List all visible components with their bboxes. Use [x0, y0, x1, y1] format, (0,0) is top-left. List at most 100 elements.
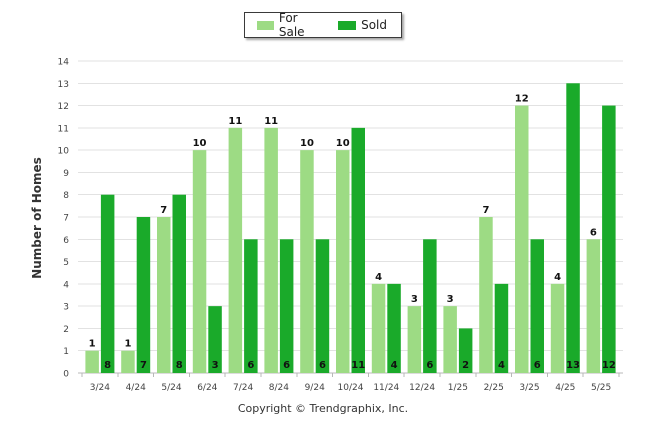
x-tick-label: 2/25 — [484, 383, 504, 393]
x-tick-label: 10/24 — [338, 383, 364, 393]
data-label-for-sale: 7 — [160, 205, 167, 216]
data-label-sold: 6 — [319, 360, 326, 371]
data-label-for-sale: 1 — [124, 339, 131, 350]
data-label-for-sale: 10 — [193, 138, 207, 149]
data-label-sold: 4 — [498, 360, 505, 371]
data-label-sold: 13 — [566, 360, 580, 371]
bar-for-sale — [371, 283, 386, 373]
legend-item-for-sale[interactable]: For Sale — [257, 11, 324, 39]
x-tick-label: 1/25 — [448, 383, 468, 393]
data-label-sold: 6 — [247, 360, 254, 371]
y-tick-label: 12 — [58, 102, 69, 112]
bar-for-sale — [157, 217, 171, 373]
x-tick-label: 11/24 — [373, 383, 399, 393]
x-tick-label: 8/24 — [269, 383, 289, 393]
data-label-for-sale: 3 — [447, 294, 454, 305]
x-tick-label: 3/24 — [90, 383, 110, 393]
bar-sold — [244, 239, 258, 373]
data-label-for-sale: 7 — [482, 205, 489, 216]
bar-for-sale — [192, 150, 207, 373]
bar-for-sale — [407, 306, 422, 373]
bar-for-sale — [336, 150, 350, 373]
y-tick-label: 9 — [63, 169, 69, 179]
bar-sold — [279, 239, 294, 373]
data-label-sold: 3 — [212, 360, 219, 371]
x-tick-label: 9/24 — [305, 383, 325, 393]
data-label-for-sale: 1 — [89, 339, 96, 350]
data-label-sold: 6 — [426, 360, 433, 371]
legend-swatch-sold — [338, 20, 357, 30]
data-label-sold: 8 — [176, 360, 183, 371]
bar-sold — [315, 239, 330, 373]
bar-for-sale — [479, 217, 493, 373]
legend-item-sold[interactable]: Sold — [338, 18, 387, 32]
data-label-for-sale: 4 — [554, 272, 561, 283]
bar-for-sale — [121, 350, 135, 373]
data-label-for-sale: 12 — [515, 94, 529, 105]
bar-sold — [423, 239, 437, 373]
x-tick-label: 5/24 — [161, 383, 181, 393]
bar-sold — [566, 83, 580, 374]
bar-for-sale — [300, 150, 314, 373]
y-tick-label: 13 — [58, 80, 69, 90]
legend-swatch-for-sale — [257, 20, 274, 30]
bar-for-sale — [586, 239, 601, 373]
bar-for-sale — [264, 127, 278, 373]
x-tick-label: 7/24 — [233, 383, 253, 393]
x-tick-label: 3/25 — [519, 383, 539, 393]
bar-sold — [458, 328, 473, 373]
bar-sold — [494, 283, 509, 373]
legend-label-sold: Sold — [361, 18, 387, 32]
data-label-for-sale: 6 — [590, 227, 597, 238]
data-label-for-sale: 4 — [375, 272, 382, 283]
bar-for-sale — [443, 306, 457, 373]
data-label-for-sale: 10 — [336, 138, 350, 149]
bar-sold — [208, 306, 222, 373]
x-tick-label: 12/24 — [409, 383, 435, 393]
data-label-sold: 7 — [140, 360, 147, 371]
bar-for-sale — [515, 105, 529, 374]
y-tick-label: 10 — [58, 147, 70, 157]
bar-for-sale — [228, 127, 243, 373]
data-label-sold: 2 — [462, 360, 469, 371]
bar-sold — [172, 194, 186, 373]
data-label-for-sale: 11 — [228, 116, 242, 127]
legend-label-for-sale: For Sale — [278, 11, 305, 39]
data-label-sold: 6 — [534, 360, 541, 371]
data-label-for-sale: 11 — [264, 116, 278, 127]
data-label-sold: 11 — [351, 360, 365, 371]
bar-sold — [136, 217, 151, 373]
y-tick-label: 2 — [63, 325, 69, 335]
y-tick-label: 6 — [63, 236, 69, 246]
y-tick-label: 5 — [63, 258, 69, 268]
data-label-sold: 12 — [602, 360, 616, 371]
x-tick-label: 6/24 — [197, 383, 217, 393]
y-tick-label: 1 — [63, 347, 69, 357]
y-tick-label: 11 — [58, 124, 69, 134]
bar-for-sale — [550, 283, 565, 373]
bar-sold — [530, 239, 544, 373]
x-tick-label: 5/25 — [591, 383, 611, 393]
bar-sold — [351, 127, 365, 373]
chart-legend[interactable]: For Sale Sold — [244, 11, 402, 39]
data-label-sold: 4 — [391, 360, 398, 371]
bar-for-sale — [85, 350, 99, 373]
x-tick-label: 4/25 — [555, 383, 575, 393]
data-label-for-sale: 3 — [411, 294, 418, 305]
data-label-for-sale: 10 — [300, 138, 314, 149]
data-label-sold: 8 — [104, 360, 111, 371]
copyright-text: Copyright © Trendgraphix, Inc. — [237, 402, 409, 415]
y-tick-label: 3 — [63, 303, 69, 313]
bar-sold — [602, 105, 616, 374]
y-tick-label: 4 — [63, 280, 69, 290]
bar-sold — [387, 283, 401, 373]
y-tick-label: 14 — [58, 58, 70, 68]
y-tick-label: 7 — [63, 214, 69, 224]
x-tick-label: 4/24 — [126, 383, 146, 393]
y-tick-label: 8 — [63, 191, 69, 201]
data-label-sold: 6 — [283, 360, 290, 371]
y-tick-label: 0 — [63, 370, 69, 380]
bar-sold — [100, 194, 115, 373]
